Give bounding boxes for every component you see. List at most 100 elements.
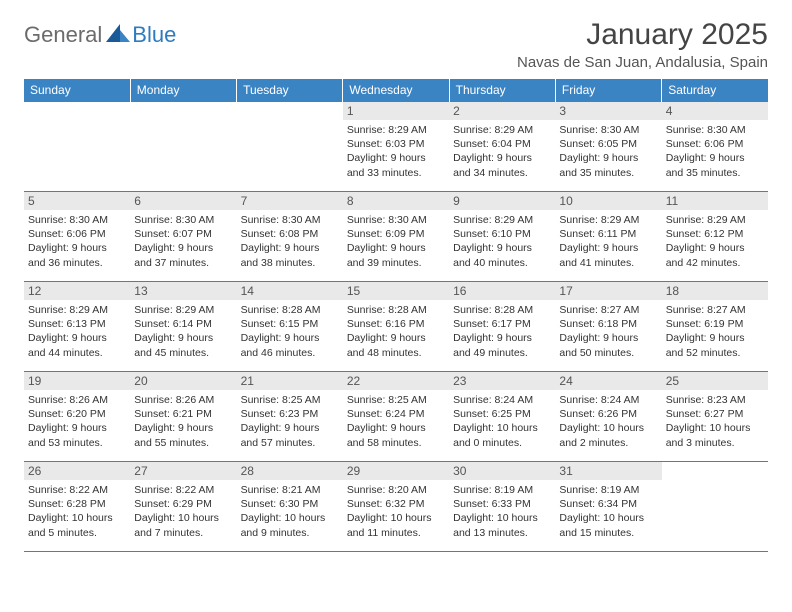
- sunrise-text: Sunrise: 8:30 AM: [666, 123, 764, 137]
- daylight-text: Daylight: 9 hours and 34 minutes.: [453, 151, 551, 179]
- weekday-header-friday: Friday: [555, 79, 661, 102]
- daylight-text: Daylight: 9 hours and 52 minutes.: [666, 331, 764, 359]
- calendar-day-cell: 4Sunrise: 8:30 AMSunset: 6:06 PMDaylight…: [662, 102, 768, 192]
- location-subtitle: Navas de San Juan, Andalusia, Spain: [517, 54, 768, 71]
- calendar-day-cell: 10 Sunrise: 8:29 AMSunset: 6:11 PMDayligh…: [555, 192, 661, 282]
- daylight-text: Daylight: 9 hours and 39 minutes.: [347, 241, 445, 269]
- weekday-header-saturday: Saturday: [662, 79, 768, 102]
- daylight-text: Daylight: 9 hours and 58 minutes.: [347, 421, 445, 449]
- sunrise-text: Sunrise: 8:20 AM: [347, 483, 445, 497]
- calendar-day-cell: 24Sunrise: 8:24 AMSunset: 6:26 PMDayligh…: [555, 372, 661, 462]
- sunset-text: Sunset: 6:27 PM: [666, 407, 764, 421]
- month-title: January 2025: [517, 18, 768, 52]
- daylight-text: Daylight: 9 hours and 42 minutes.: [666, 241, 764, 269]
- weekday-header-thursday: Thursday: [449, 79, 555, 102]
- daylight-text: Daylight: 9 hours and 48 minutes.: [347, 331, 445, 359]
- day-details: Sunrise: 8:30 AMSunset: 6:05 PMDaylight:…: [559, 123, 657, 180]
- day-number: 15: [343, 282, 449, 300]
- weekday-header-sunday: Sunday: [24, 79, 130, 102]
- sunset-text: Sunset: 6:11 PM: [559, 227, 657, 241]
- sunrise-text: Sunrise: 8:29 AM: [347, 123, 445, 137]
- day-number: 18: [662, 282, 768, 300]
- daylight-text: Daylight: 9 hours and 55 minutes.: [134, 421, 232, 449]
- sunrise-text: Sunrise: 8:22 AM: [28, 483, 126, 497]
- daylight-text: Daylight: 9 hours and 57 minutes.: [241, 421, 339, 449]
- calendar-week-row: 1 Sunrise: 8:29 AMSunset: 6:03 PMDaylight…: [24, 102, 768, 192]
- sunset-text: Sunset: 6:07 PM: [134, 227, 232, 241]
- day-number: 8: [343, 192, 449, 210]
- sunrise-text: Sunrise: 8:29 AM: [134, 303, 232, 317]
- day-details: Sunrise: 8:21 AMSunset: 6:30 PMDaylight:…: [241, 483, 339, 540]
- day-number: 3: [555, 102, 661, 120]
- calendar-day-cell: 13Sunrise: 8:29 AMSunset: 6:14 PMDayligh…: [130, 282, 236, 372]
- sunset-text: Sunset: 6:34 PM: [559, 497, 657, 511]
- sunset-text: Sunset: 6:12 PM: [666, 227, 764, 241]
- day-details: Sunrise: 8:22 AMSunset: 6:29 PMDaylight:…: [134, 483, 232, 540]
- day-details: Sunrise: 8:29 AMSunset: 6:11 PMDaylight:…: [559, 213, 657, 270]
- day-details: Sunrise: 8:30 AMSunset: 6:08 PMDaylight:…: [241, 213, 339, 270]
- daylight-text: Daylight: 10 hours and 0 minutes.: [453, 421, 551, 449]
- title-block: January 2025 Navas de San Juan, Andalusi…: [517, 18, 768, 71]
- sunset-text: Sunset: 6:18 PM: [559, 317, 657, 331]
- sunrise-text: Sunrise: 8:26 AM: [134, 393, 232, 407]
- sunrise-text: Sunrise: 8:29 AM: [28, 303, 126, 317]
- daylight-text: Daylight: 10 hours and 15 minutes.: [559, 511, 657, 539]
- day-details: Sunrise: 8:29 AMSunset: 6:14 PMDaylight:…: [134, 303, 232, 360]
- calendar-week-row: 26Sunrise: 8:22 AMSunset: 6:28 PMDayligh…: [24, 462, 768, 552]
- sunset-text: Sunset: 6:29 PM: [134, 497, 232, 511]
- daylight-text: Daylight: 10 hours and 9 minutes.: [241, 511, 339, 539]
- sunrise-text: Sunrise: 8:24 AM: [559, 393, 657, 407]
- logo-triangle-icon: [106, 24, 130, 47]
- calendar-day-cell: 3 Sunrise: 8:30 AMSunset: 6:05 PMDaylight…: [555, 102, 661, 192]
- day-details: Sunrise: 8:25 AMSunset: 6:24 PMDaylight:…: [347, 393, 445, 450]
- calendar-table: SundayMondayTuesdayWednesdayThursdayFrid…: [24, 79, 768, 552]
- calendar-day-cell: 9Sunrise: 8:29 AMSunset: 6:10 PMDaylight…: [449, 192, 555, 282]
- day-number: 25: [662, 372, 768, 390]
- day-details: Sunrise: 8:30 AMSunset: 6:06 PMDaylight:…: [28, 213, 126, 270]
- day-number: 29: [343, 462, 449, 480]
- sunset-text: Sunset: 6:17 PM: [453, 317, 551, 331]
- sunset-text: Sunset: 6:09 PM: [347, 227, 445, 241]
- day-number: 20: [130, 372, 236, 390]
- day-number: 2: [449, 102, 555, 120]
- sunset-text: Sunset: 6:21 PM: [134, 407, 232, 421]
- sunset-text: Sunset: 6:24 PM: [347, 407, 445, 421]
- daylight-text: Daylight: 10 hours and 2 minutes.: [559, 421, 657, 449]
- calendar-day-cell: 18Sunrise: 8:27 AMSunset: 6:19 PMDayligh…: [662, 282, 768, 372]
- sunset-text: Sunset: 6:33 PM: [453, 497, 551, 511]
- sunrise-text: Sunrise: 8:26 AM: [28, 393, 126, 407]
- calendar-body: 1 Sunrise: 8:29 AMSunset: 6:03 PMDaylight…: [24, 102, 768, 552]
- sunset-text: Sunset: 6:23 PM: [241, 407, 339, 421]
- day-details: Sunrise: 8:30 AMSunset: 6:07 PMDaylight:…: [134, 213, 232, 270]
- calendar-day-cell: 5Sunrise: 8:30 AMSunset: 6:06 PMDaylight…: [24, 192, 130, 282]
- day-details: Sunrise: 8:29 AMSunset: 6:03 PMDaylight:…: [347, 123, 445, 180]
- sunrise-text: Sunrise: 8:22 AM: [134, 483, 232, 497]
- calendar-day-cell: 21Sunrise: 8:25 AMSunset: 6:23 PMDayligh…: [237, 372, 343, 462]
- sunrise-text: Sunrise: 8:30 AM: [134, 213, 232, 227]
- day-number: 9: [449, 192, 555, 210]
- calendar-day-cell: 14Sunrise: 8:28 AMSunset: 6:15 PMDayligh…: [237, 282, 343, 372]
- calendar-day-cell: 12Sunrise: 8:29 AMSunset: 6:13 PMDayligh…: [24, 282, 130, 372]
- sunrise-text: Sunrise: 8:24 AM: [453, 393, 551, 407]
- day-details: Sunrise: 8:29 AMSunset: 6:12 PMDaylight:…: [666, 213, 764, 270]
- day-number: 21: [237, 372, 343, 390]
- sunrise-text: Sunrise: 8:27 AM: [559, 303, 657, 317]
- calendar-day-cell: [237, 102, 343, 192]
- sunrise-text: Sunrise: 8:30 AM: [559, 123, 657, 137]
- calendar-day-cell: 17Sunrise: 8:27 AMSunset: 6:18 PMDayligh…: [555, 282, 661, 372]
- day-details: Sunrise: 8:24 AMSunset: 6:25 PMDaylight:…: [453, 393, 551, 450]
- sunrise-text: Sunrise: 8:29 AM: [453, 213, 551, 227]
- daylight-text: Daylight: 9 hours and 45 minutes.: [134, 331, 232, 359]
- sunset-text: Sunset: 6:32 PM: [347, 497, 445, 511]
- daylight-text: Daylight: 9 hours and 35 minutes.: [559, 151, 657, 179]
- day-number: 1: [343, 102, 449, 120]
- sunset-text: Sunset: 6:28 PM: [28, 497, 126, 511]
- day-number: 10: [555, 192, 661, 210]
- logo: General Blue: [24, 22, 176, 48]
- sunset-text: Sunset: 6:25 PM: [453, 407, 551, 421]
- day-number: 14: [237, 282, 343, 300]
- sunset-text: Sunset: 6:13 PM: [28, 317, 126, 331]
- day-details: Sunrise: 8:29 AMSunset: 6:13 PMDaylight:…: [28, 303, 126, 360]
- daylight-text: Daylight: 9 hours and 35 minutes.: [666, 151, 764, 179]
- calendar-day-cell: 30Sunrise: 8:19 AMSunset: 6:33 PMDayligh…: [449, 462, 555, 552]
